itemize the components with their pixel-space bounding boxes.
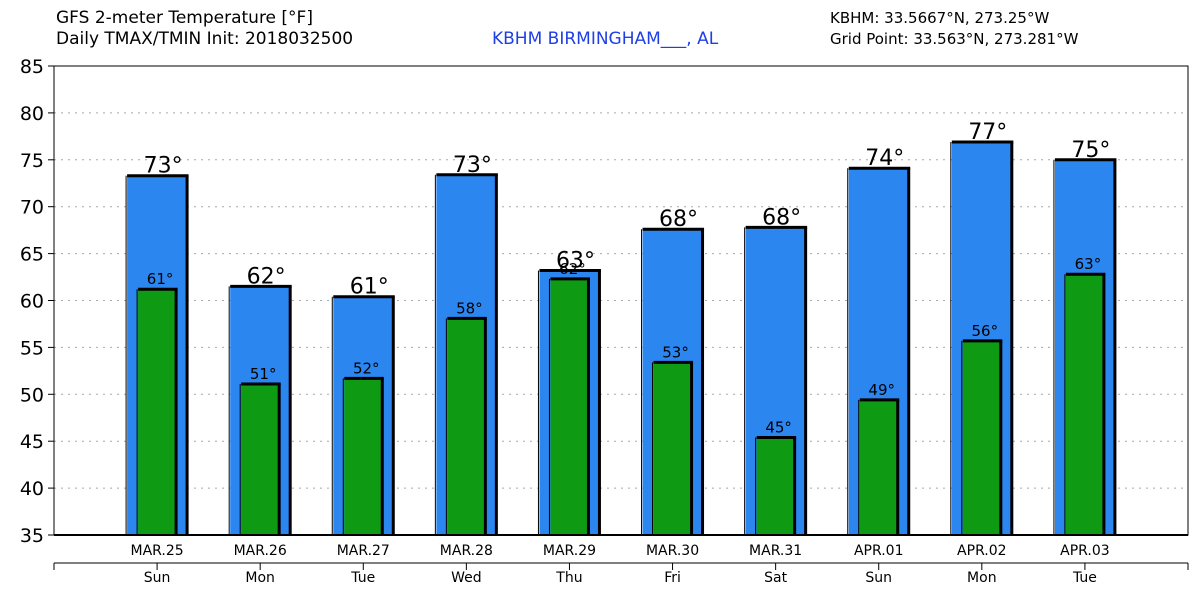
chart-title-line1: GFS 2-meter Temperature [°F] — [56, 8, 313, 28]
x-tick-label-date: MAR.30 — [646, 543, 699, 559]
y-tick-label: 35 — [20, 525, 44, 547]
tmin-data-label: 56° — [972, 322, 999, 340]
x-tick-label-date: APR.02 — [957, 543, 1007, 559]
tmin-bar — [859, 399, 898, 535]
tmax-data-label: 73° — [453, 153, 492, 178]
tmax-data-label: 68° — [762, 205, 801, 230]
y-tick-label: 70 — [20, 197, 44, 219]
station-name: KBHM BIRMINGHAM___, AL — [492, 29, 719, 49]
x-tick-label-day: Fri — [664, 570, 681, 586]
y-tick-label: 75 — [20, 150, 44, 172]
grid-point-coordinates: Grid Point: 33.563°N, 273.281°W — [830, 30, 1079, 48]
tmin-bar — [550, 278, 589, 535]
tmin-data-label: 52° — [353, 359, 380, 377]
tmin-bar — [138, 289, 177, 535]
tmax-data-label: 75° — [1071, 138, 1110, 163]
y-tick-label: 60 — [20, 291, 44, 313]
tmin-bar — [653, 362, 692, 535]
x-tick-label-date: APR.01 — [854, 543, 904, 559]
x-tick-label-date: APR.03 — [1060, 543, 1110, 559]
tmax-data-label: 63° — [556, 248, 595, 273]
y-tick-label: 50 — [20, 384, 44, 406]
tmax-data-label: 73° — [144, 154, 183, 179]
tmin-bar — [344, 378, 383, 535]
y-tick-label: 80 — [20, 103, 44, 125]
tmin-data-label: 49° — [868, 381, 895, 399]
x-tick-label-date: MAR.25 — [131, 543, 184, 559]
y-tick-label: 65 — [20, 244, 44, 266]
tmin-data-label: 51° — [250, 365, 277, 383]
x-tick-label-date: MAR.31 — [749, 543, 802, 559]
y-tick-label: 45 — [20, 431, 44, 453]
x-tick-label-day: Tue — [1072, 570, 1097, 586]
tmax-data-label: 62° — [247, 264, 286, 289]
y-tick-label: 85 — [20, 56, 44, 78]
x-tick-label-date: MAR.27 — [337, 543, 390, 559]
tmin-data-label: 63° — [1075, 255, 1102, 273]
tmin-data-label: 62° — [559, 260, 586, 278]
tmin-bar — [756, 437, 795, 535]
x-tick-label-day: Sun — [144, 570, 171, 586]
tmin-data-label: 61° — [147, 270, 174, 288]
y-tick-label: 55 — [20, 337, 44, 359]
x-tick-label-date: MAR.29 — [543, 543, 596, 559]
y-tick-label: 40 — [20, 478, 44, 500]
tmax-data-label: 61° — [350, 275, 389, 300]
x-tick-label-date: MAR.28 — [440, 543, 493, 559]
tmin-bar — [447, 318, 486, 535]
station-coordinates: KBHM: 33.5667°N, 273.25°W — [830, 9, 1050, 27]
tmax-data-label: 68° — [659, 207, 698, 232]
x-tick-label-day: Sat — [764, 570, 787, 586]
x-tick-label-day: Mon — [967, 570, 997, 586]
x-tick-label-day: Thu — [555, 570, 582, 586]
x-tick-label-day: Mon — [245, 570, 275, 586]
chart-title-line2: Daily TMAX/TMIN Init: 2018032500 — [56, 29, 354, 49]
x-tick-label-day: Sun — [865, 570, 892, 586]
tmin-bar — [241, 383, 280, 535]
x-tick-label-day: Wed — [451, 570, 482, 586]
tmax-data-label: 74° — [865, 146, 904, 171]
x-tick-label-date: MAR.26 — [234, 543, 287, 559]
tmin-bar — [962, 340, 1001, 535]
tmin-bar — [1065, 274, 1104, 535]
tmin-data-label: 45° — [765, 418, 792, 436]
tmin-data-label: 58° — [456, 299, 483, 317]
tmin-data-label: 53° — [662, 343, 689, 361]
tmax-data-label: 77° — [968, 120, 1007, 145]
x-tick-label-day: Tue — [350, 570, 375, 586]
